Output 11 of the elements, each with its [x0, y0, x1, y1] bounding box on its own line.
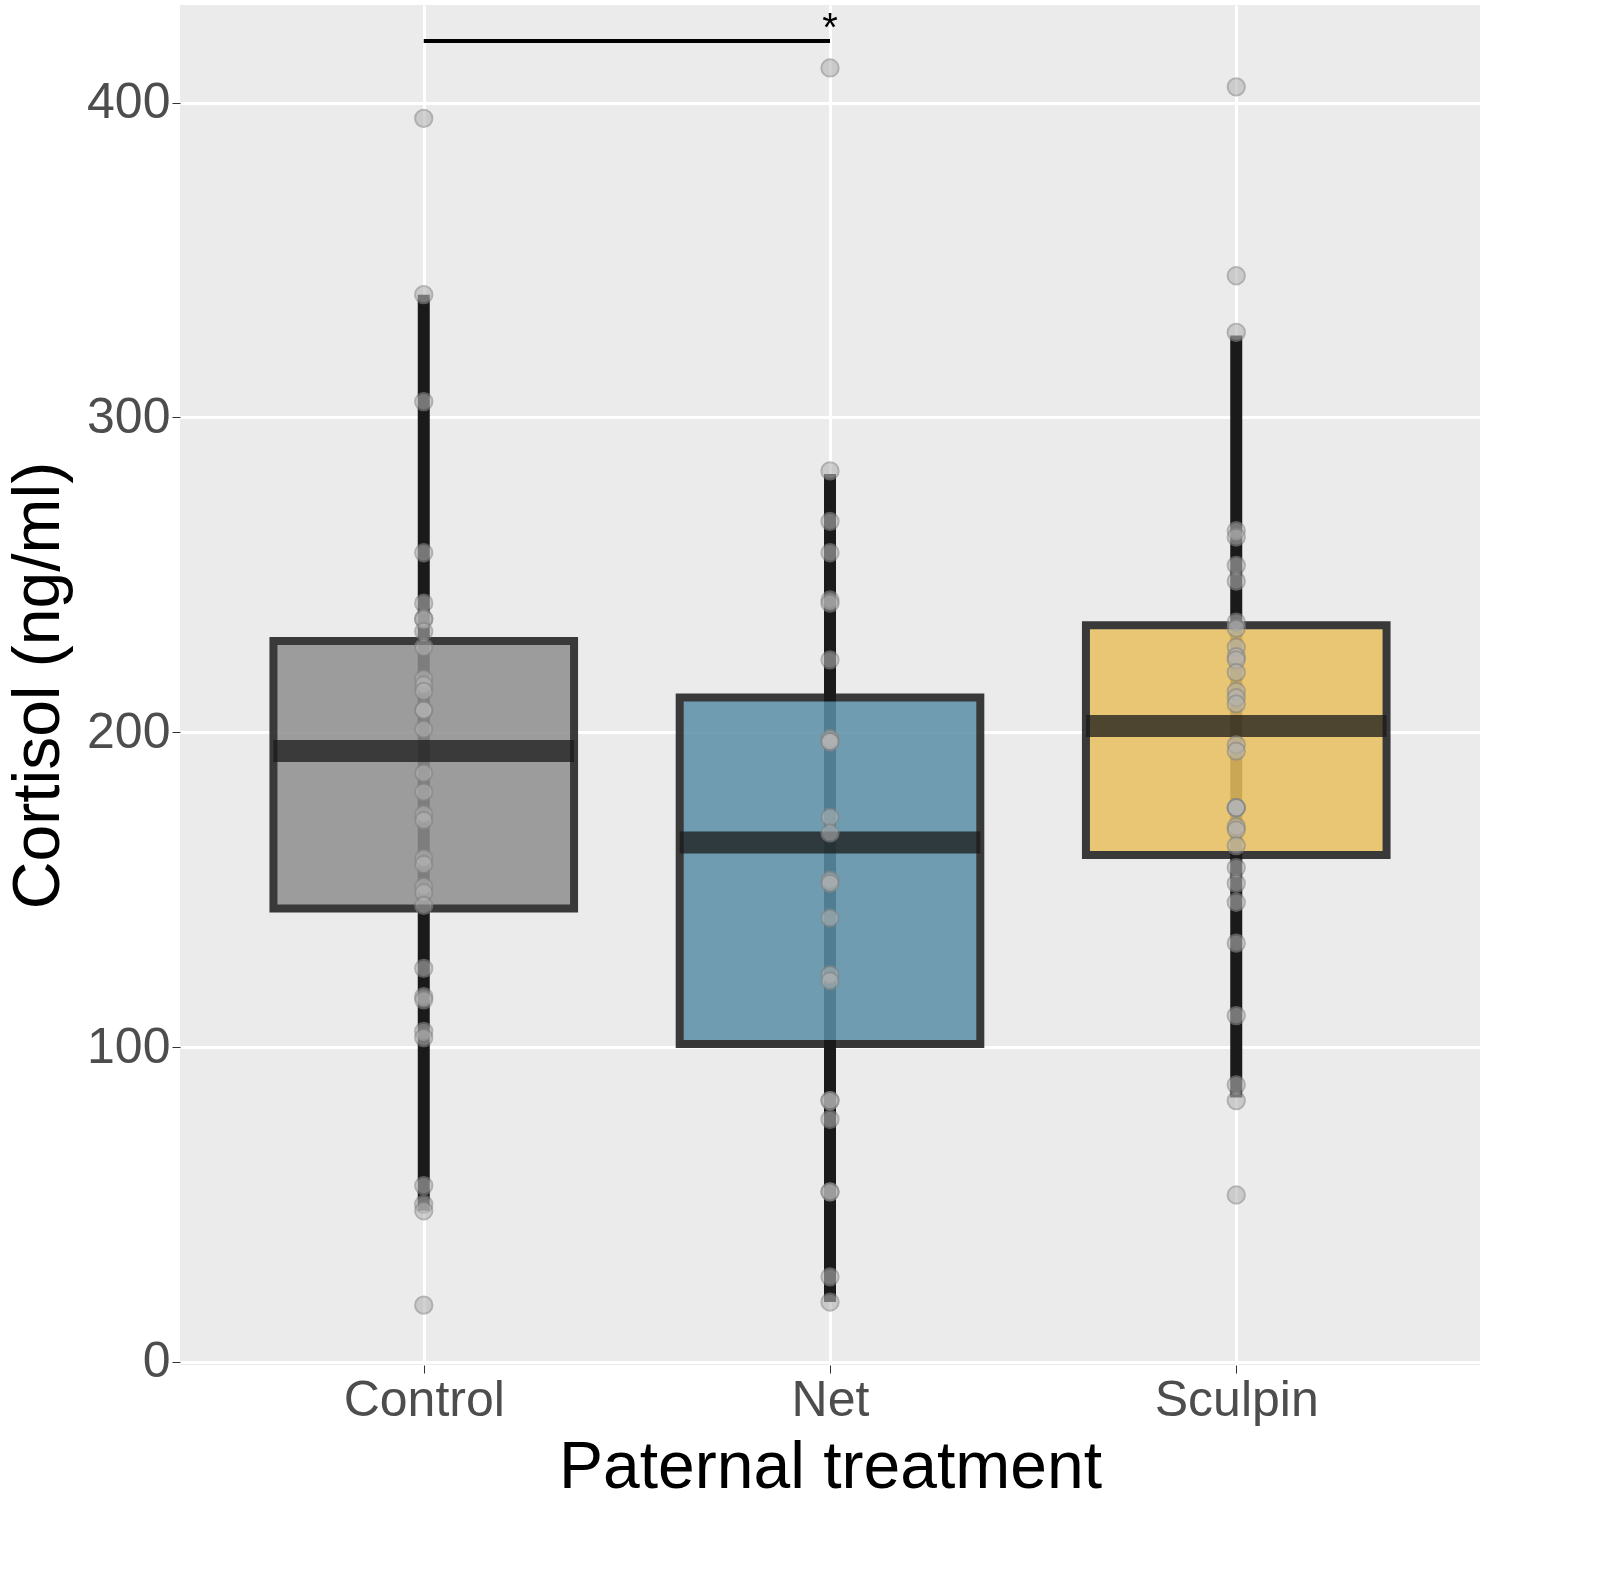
y-tick-label: 300 — [87, 387, 171, 444]
x-tick-label: Sculpin — [1154, 1370, 1319, 1427]
y-tick-label: 100 — [87, 1017, 171, 1074]
x-axis-title: Paternal treatment — [559, 1427, 1102, 1502]
annotation: * — [822, 5, 838, 49]
y-tick-label: 200 — [87, 702, 171, 759]
x-tick-label: Net — [791, 1370, 870, 1427]
x-tick-label: Control — [343, 1370, 505, 1427]
y-axis-title: Cortisol (ng/ml) — [0, 461, 74, 910]
y-tick-label: 400 — [87, 73, 171, 130]
y-tick-label: 0 — [142, 1332, 171, 1389]
